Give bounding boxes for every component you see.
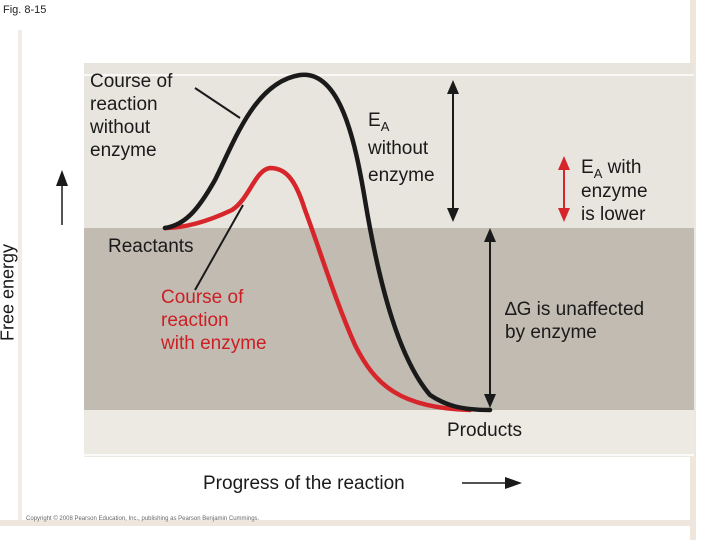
label-reactants: Reactants (108, 236, 194, 257)
ea-without-arrowhead-top (447, 80, 459, 94)
delta-g-arrowhead-top (484, 228, 496, 242)
ea-without-arrowhead-bottom (447, 208, 459, 222)
y-axis-label: Free energy (0, 243, 18, 342)
slide-border-left (18, 30, 22, 525)
pointer-without (194, 87, 241, 119)
band-middle (84, 228, 694, 410)
label-delta-g: ∆G is unaffected by enzyme (505, 299, 645, 343)
x-axis-label: Progress of the reaction (203, 473, 405, 494)
label-products: Products (447, 420, 522, 441)
pointer-with (194, 204, 244, 291)
ea-with-arrowhead-top (558, 156, 570, 170)
delta-g-arrowhead-bottom (484, 394, 496, 408)
label-ea-without-enzyme: EA without enzyme (368, 110, 435, 186)
curve-without-enzyme (162, 72, 493, 413)
band-lower (84, 410, 694, 457)
y-axis-arrowhead (56, 170, 68, 186)
curve-with-enzyme (162, 165, 473, 413)
label-course-with-enzyme: Course of reaction with enzyme (161, 287, 267, 354)
slide-border-bottom (0, 520, 696, 526)
figure-label: Fig. 8-15 (3, 4, 47, 16)
band-upper (84, 63, 694, 228)
label-ea-with-enzyme: EA with enzyme is lower (581, 157, 648, 225)
label-course-without-enzyme: Course of reaction without enzyme (90, 71, 173, 161)
x-axis-arrowhead (505, 477, 522, 489)
ea-with-arrowhead-bottom (558, 208, 570, 222)
copyright-text: Copyright © 2008 Pearson Education, Inc.… (26, 516, 260, 522)
